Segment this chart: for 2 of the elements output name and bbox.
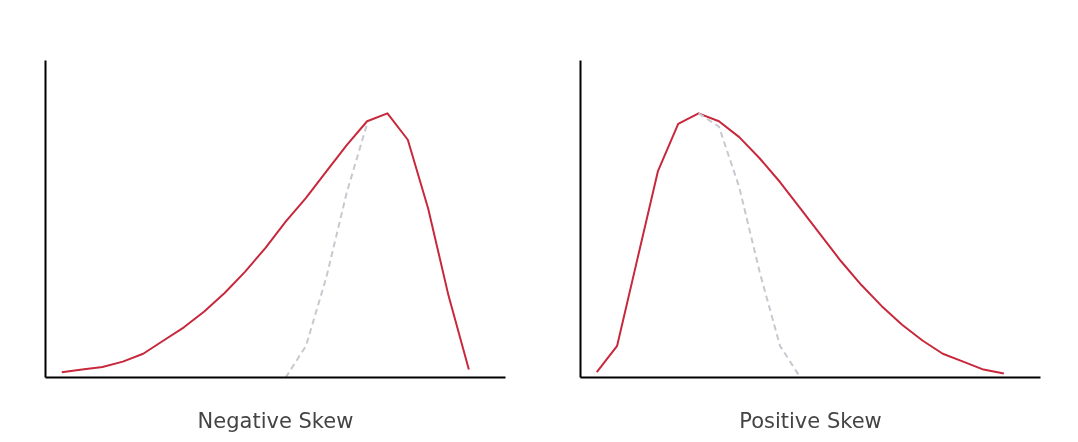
x-axis-title: Negative Skew: [197, 408, 354, 433]
x-axis-title: Positive Skew: [739, 408, 882, 433]
